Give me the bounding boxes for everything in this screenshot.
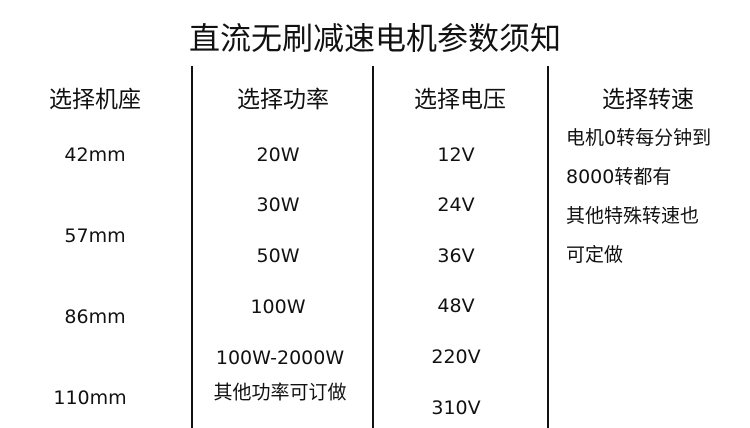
- frame-size-item: 110mm: [53, 387, 127, 409]
- power-item: 100W: [250, 296, 306, 318]
- frame-size-item: 86mm: [64, 306, 126, 328]
- speed-note-line: 其他特殊转速也: [566, 205, 700, 227]
- voltage-item: 48V: [437, 295, 475, 317]
- frame-size-item: 57mm: [64, 225, 126, 247]
- voltage-item: 36V: [437, 245, 475, 267]
- speed-note: 电机0转每分钟到 8000转都有 其他特殊转速也 可定做: [566, 119, 746, 275]
- voltage-item: 12V: [437, 144, 475, 166]
- page-title: 直流无刷减速电机参数须知: [189, 21, 561, 58]
- power-item: 100W-2000W: [215, 347, 345, 369]
- header-frame-size: 选择机座: [49, 87, 141, 113]
- voltage-item: 24V: [437, 194, 475, 216]
- header-voltage: 选择电压: [414, 87, 506, 113]
- frame-size-item: 42mm: [64, 144, 126, 166]
- column-divider: [547, 66, 549, 428]
- power-item: 30W: [256, 194, 300, 216]
- voltage-item: 310V: [431, 397, 481, 419]
- speed-note-line: 可定做: [566, 244, 624, 266]
- speed-note-line: 电机0转每分钟到: [566, 127, 712, 149]
- power-item: 20W: [256, 144, 300, 166]
- column-divider: [372, 66, 374, 428]
- power-item: 其他功率可订做: [213, 381, 347, 404]
- column-divider: [191, 66, 193, 428]
- header-speed: 选择转速: [602, 87, 694, 113]
- speed-note-line: 8000转都有: [566, 166, 672, 188]
- header-power: 选择功率: [237, 87, 329, 113]
- power-item: 50W: [256, 245, 300, 267]
- voltage-item: 220V: [431, 346, 481, 368]
